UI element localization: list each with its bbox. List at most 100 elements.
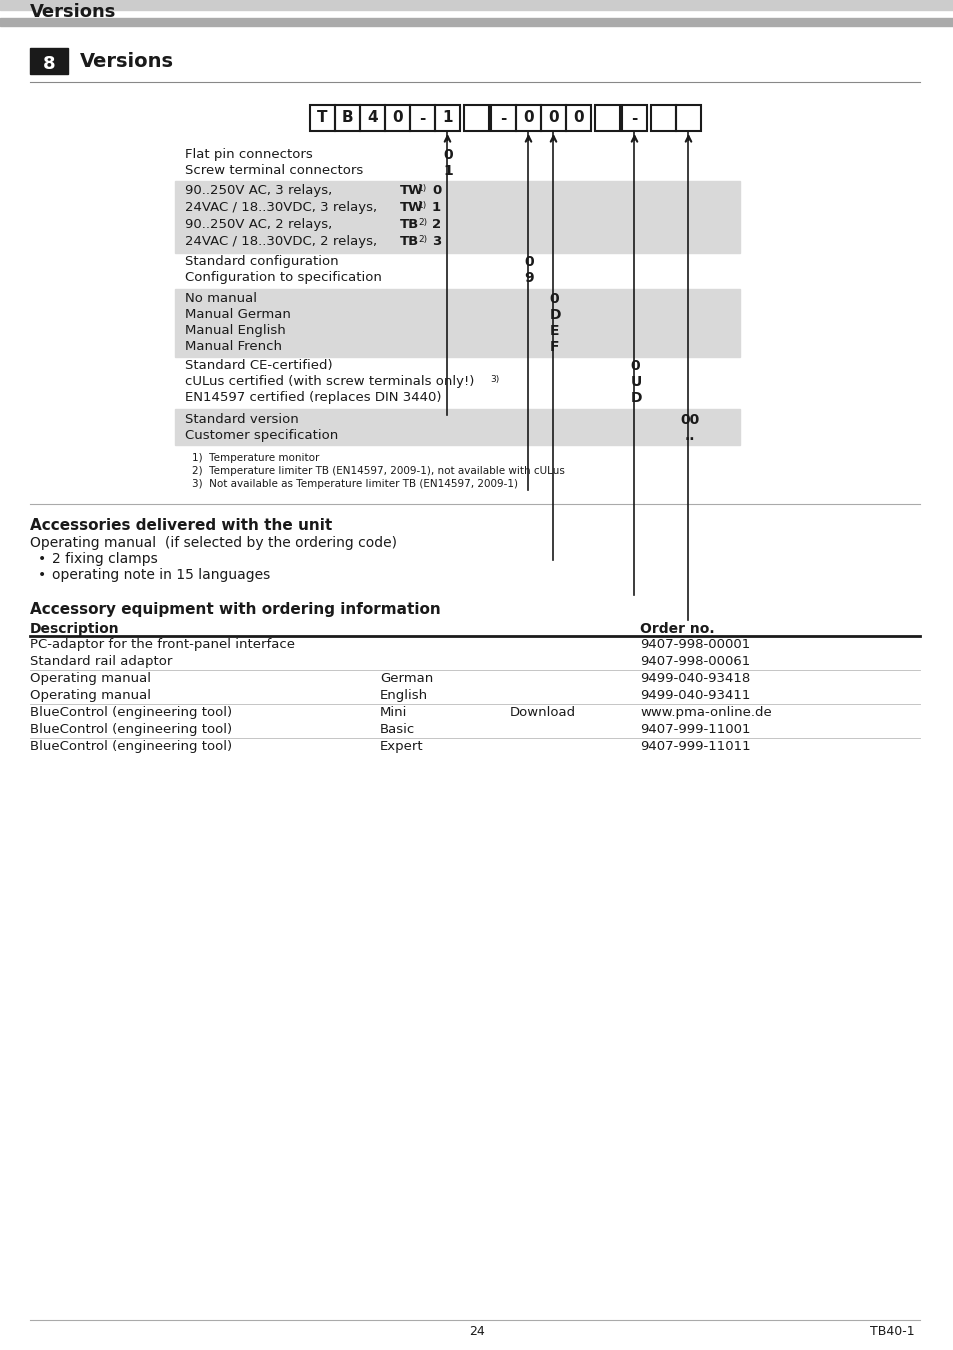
Text: Manual English: Manual English bbox=[185, 324, 286, 338]
Text: 2 fixing clamps: 2 fixing clamps bbox=[52, 552, 157, 566]
Text: B: B bbox=[341, 111, 353, 126]
Text: German: German bbox=[379, 672, 433, 684]
Text: 2): 2) bbox=[417, 235, 427, 244]
Bar bbox=[595, 105, 619, 131]
Text: 1: 1 bbox=[442, 111, 453, 126]
Text: 0: 0 bbox=[443, 148, 453, 162]
Bar bbox=[676, 105, 700, 131]
Text: 1: 1 bbox=[443, 163, 453, 178]
Text: 3: 3 bbox=[432, 235, 441, 248]
Bar bbox=[410, 105, 435, 131]
Bar bbox=[565, 105, 590, 131]
Text: Standard CE-certified): Standard CE-certified) bbox=[185, 359, 333, 373]
Bar bbox=[30, 49, 68, 74]
Text: Flat pin connectors: Flat pin connectors bbox=[185, 148, 313, 161]
Text: 24: 24 bbox=[469, 1324, 484, 1338]
Text: 9: 9 bbox=[524, 271, 534, 285]
Text: 2: 2 bbox=[432, 217, 440, 231]
Text: 0: 0 bbox=[432, 184, 441, 197]
Text: Download: Download bbox=[510, 706, 576, 720]
Text: Standard configuration: Standard configuration bbox=[185, 255, 338, 269]
Text: 24VAC / 18..30VDC, 2 relays,: 24VAC / 18..30VDC, 2 relays, bbox=[185, 235, 376, 248]
Text: Operating manual: Operating manual bbox=[30, 688, 151, 702]
Text: Order no.: Order no. bbox=[639, 622, 714, 636]
Text: Operating manual: Operating manual bbox=[30, 672, 151, 684]
Text: 9407-998-00001: 9407-998-00001 bbox=[639, 639, 749, 651]
Text: •: • bbox=[38, 552, 46, 566]
Text: BlueControl (engineering tool): BlueControl (engineering tool) bbox=[30, 706, 232, 720]
Text: 0: 0 bbox=[630, 359, 639, 373]
Text: 0: 0 bbox=[573, 111, 583, 126]
Text: 0: 0 bbox=[548, 111, 558, 126]
Bar bbox=[174, 409, 740, 446]
Text: 9407-999-11011: 9407-999-11011 bbox=[639, 740, 750, 753]
Text: D: D bbox=[549, 308, 560, 323]
Text: TB: TB bbox=[399, 235, 418, 248]
Text: cULus certified (with screw terminals only!): cULus certified (with screw terminals on… bbox=[185, 375, 474, 387]
Text: •: • bbox=[38, 568, 46, 582]
Text: U: U bbox=[630, 375, 641, 389]
Text: TB40-1: TB40-1 bbox=[869, 1324, 914, 1338]
Text: operating note in 15 languages: operating note in 15 languages bbox=[52, 568, 270, 582]
Text: TB: TB bbox=[399, 217, 418, 231]
Text: 3): 3) bbox=[490, 375, 498, 383]
Text: PC-adaptor for the front-panel interface: PC-adaptor for the front-panel interface bbox=[30, 639, 294, 651]
Text: 3)  Not available as Temperature limiter TB (EN14597, 2009-1): 3) Not available as Temperature limiter … bbox=[192, 479, 517, 489]
Bar bbox=[0, 18, 953, 26]
Text: www.pma-online.de: www.pma-online.de bbox=[639, 706, 771, 720]
Bar bbox=[174, 289, 740, 356]
Bar bbox=[621, 105, 646, 131]
Text: Expert: Expert bbox=[379, 740, 423, 753]
Text: Standard rail adaptor: Standard rail adaptor bbox=[30, 655, 172, 668]
Bar bbox=[385, 105, 410, 131]
Text: Versions: Versions bbox=[80, 53, 173, 72]
Text: EN14597 certified (replaces DIN 3440): EN14597 certified (replaces DIN 3440) bbox=[185, 392, 441, 404]
Text: T: T bbox=[317, 111, 328, 126]
Text: 0: 0 bbox=[392, 111, 402, 126]
Text: 90..250V AC, 3 relays,: 90..250V AC, 3 relays, bbox=[185, 184, 332, 197]
Text: 9407-998-00061: 9407-998-00061 bbox=[639, 655, 749, 668]
Text: -: - bbox=[419, 111, 425, 126]
Text: Standard version: Standard version bbox=[185, 413, 298, 427]
Text: 1: 1 bbox=[432, 201, 440, 215]
Text: Screw terminal connectors: Screw terminal connectors bbox=[185, 163, 363, 177]
Text: 90..250V AC, 2 relays,: 90..250V AC, 2 relays, bbox=[185, 217, 332, 231]
Text: Operating manual  (if selected by the ordering code): Operating manual (if selected by the ord… bbox=[30, 536, 396, 549]
Text: 9407-999-11001: 9407-999-11001 bbox=[639, 724, 750, 736]
Bar bbox=[650, 105, 676, 131]
Text: TW: TW bbox=[399, 184, 423, 197]
Text: -: - bbox=[631, 111, 637, 126]
Text: Configuration to specification: Configuration to specification bbox=[185, 271, 381, 284]
Bar bbox=[174, 181, 740, 252]
Text: 1)  Temperature monitor: 1) Temperature monitor bbox=[192, 454, 319, 463]
Text: Versions: Versions bbox=[30, 3, 116, 22]
Text: 24VAC / 18..30VDC, 3 relays,: 24VAC / 18..30VDC, 3 relays, bbox=[185, 201, 376, 215]
Text: Manual French: Manual French bbox=[185, 340, 282, 352]
Text: BlueControl (engineering tool): BlueControl (engineering tool) bbox=[30, 724, 232, 736]
Text: 0: 0 bbox=[524, 255, 534, 269]
Text: 0: 0 bbox=[522, 111, 534, 126]
Text: ..: .. bbox=[684, 429, 695, 443]
Bar bbox=[435, 105, 459, 131]
Bar bbox=[463, 105, 489, 131]
Text: -: - bbox=[499, 111, 506, 126]
Text: English: English bbox=[379, 688, 428, 702]
Text: 0: 0 bbox=[549, 292, 558, 306]
Text: Customer specification: Customer specification bbox=[185, 429, 338, 441]
Text: 8: 8 bbox=[43, 55, 55, 73]
Text: No manual: No manual bbox=[185, 292, 256, 305]
Text: 9499-040-93418: 9499-040-93418 bbox=[639, 672, 749, 684]
Text: D: D bbox=[630, 392, 641, 405]
Text: TW: TW bbox=[399, 201, 423, 215]
Bar bbox=[0, 0, 953, 9]
Text: BlueControl (engineering tool): BlueControl (engineering tool) bbox=[30, 740, 232, 753]
Text: Accessory equipment with ordering information: Accessory equipment with ordering inform… bbox=[30, 602, 440, 617]
Text: 00: 00 bbox=[679, 413, 699, 427]
Bar bbox=[335, 105, 359, 131]
Bar bbox=[310, 105, 335, 131]
Text: Manual German: Manual German bbox=[185, 308, 291, 321]
Bar bbox=[359, 105, 385, 131]
Text: 2): 2) bbox=[417, 217, 427, 227]
Text: Description: Description bbox=[30, 622, 119, 636]
Text: Accessories delivered with the unit: Accessories delivered with the unit bbox=[30, 518, 332, 533]
